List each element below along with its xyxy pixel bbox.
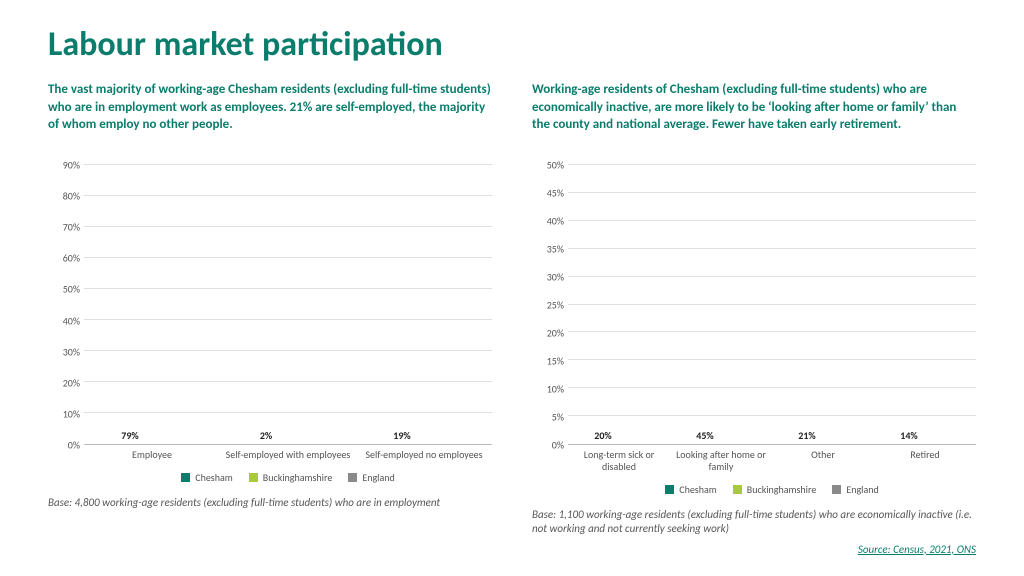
- legend-item: England: [348, 471, 394, 484]
- ytick: 35%: [547, 243, 564, 256]
- legend-label: Chesham: [679, 483, 717, 496]
- right-chart-wrap: 0%5%10%15%20%25%30%35%40%45%50%20%45%21%…: [532, 165, 976, 496]
- left-chart-wrap: 0%10%20%30%40%50%60%70%80%90%79%2%19% Em…: [48, 165, 492, 484]
- data-label: 20%: [594, 429, 611, 444]
- right-desc: Working-age residents of Chesham (exclud…: [532, 81, 976, 153]
- legend-swatch: [348, 473, 357, 482]
- legend-item: England: [832, 483, 878, 496]
- xlabel: Self-employed with employees: [220, 449, 356, 461]
- legend-swatch: [832, 485, 841, 494]
- ytick: 10%: [547, 383, 564, 396]
- source-link[interactable]: Source: Census, 2021, ONS: [48, 543, 976, 556]
- right-xaxis: Long-term sick or disabledLooking after …: [568, 449, 976, 473]
- right-column: Working-age residents of Chesham (exclud…: [532, 81, 976, 537]
- ytick: 25%: [547, 299, 564, 312]
- right-chart: 0%5%10%15%20%25%30%35%40%45%50%20%45%21%…: [532, 165, 976, 445]
- ytick: 50%: [547, 159, 564, 172]
- right-legend: Chesham Buckinghamshire England: [568, 483, 976, 496]
- ytick: 30%: [547, 271, 564, 284]
- xlabel: Self-employed no employees: [356, 449, 492, 461]
- ytick: 60%: [63, 252, 80, 265]
- ytick: 50%: [63, 283, 80, 296]
- legend-swatch: [249, 473, 258, 482]
- legend-item: Chesham: [665, 483, 717, 496]
- ytick: 90%: [63, 159, 80, 172]
- ytick: 70%: [63, 221, 80, 234]
- xlabel: Long-term sick or disabled: [568, 449, 670, 473]
- legend-item: Chesham: [181, 471, 233, 484]
- data-label: 2%: [260, 429, 272, 444]
- xlabel: Retired: [874, 449, 976, 473]
- legend-swatch: [665, 485, 674, 494]
- ytick: 20%: [547, 327, 564, 340]
- xlabel: Other: [772, 449, 874, 473]
- data-label: 19%: [393, 429, 410, 444]
- page-title: Labour market participation: [48, 24, 976, 65]
- data-label: 21%: [798, 429, 815, 444]
- legend-label: Buckinghamshire: [747, 483, 817, 496]
- ytick: 40%: [63, 314, 80, 327]
- ytick: 45%: [547, 187, 564, 200]
- legend-label: Buckinghamshire: [263, 471, 333, 484]
- ytick: 15%: [547, 355, 564, 368]
- ytick: 0%: [68, 439, 80, 452]
- ytick: 40%: [547, 215, 564, 228]
- xlabel: Looking after home or family: [670, 449, 772, 473]
- legend-label: England: [362, 471, 394, 484]
- ytick: 0%: [552, 439, 564, 452]
- data-label: 14%: [900, 429, 917, 444]
- legend-item: Buckinghamshire: [733, 483, 817, 496]
- xlabel: Employee: [84, 449, 220, 461]
- ytick: 10%: [63, 407, 80, 420]
- left-base: Base: 4,800 working-age residents (exclu…: [48, 496, 492, 510]
- ytick: 80%: [63, 190, 80, 203]
- left-column: The vast majority of working-age Chesham…: [48, 81, 492, 537]
- right-base: Base: 1,100 working-age residents (exclu…: [532, 508, 976, 537]
- columns: The vast majority of working-age Chesham…: [48, 81, 976, 537]
- left-chart: 0%10%20%30%40%50%60%70%80%90%79%2%19%: [48, 165, 492, 445]
- legend-swatch: [181, 473, 190, 482]
- legend-item: Buckinghamshire: [249, 471, 333, 484]
- legend-swatch: [733, 485, 742, 494]
- legend-label: Chesham: [195, 471, 233, 484]
- ytick: 20%: [63, 376, 80, 389]
- left-xaxis: EmployeeSelf-employed with employeesSelf…: [84, 449, 492, 461]
- data-label: 45%: [696, 429, 713, 444]
- left-desc: The vast majority of working-age Chesham…: [48, 81, 492, 153]
- legend-label: England: [846, 483, 878, 496]
- ytick: 5%: [552, 411, 564, 424]
- left-legend: Chesham Buckinghamshire England: [84, 471, 492, 484]
- data-label: 79%: [121, 429, 138, 444]
- ytick: 30%: [63, 345, 80, 358]
